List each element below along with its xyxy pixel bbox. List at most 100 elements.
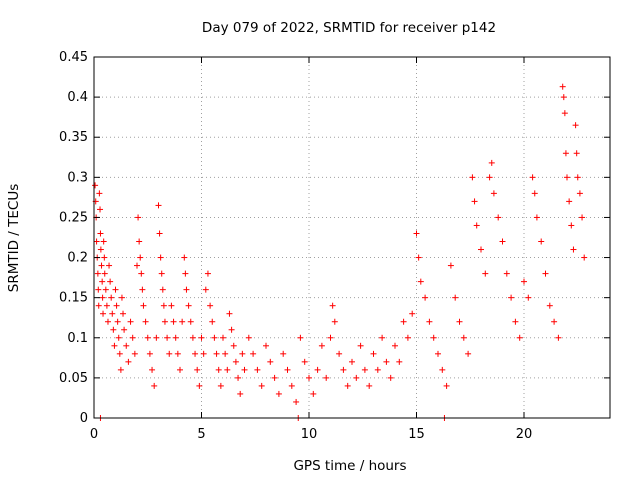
data-point bbox=[392, 342, 398, 349]
data-point bbox=[546, 302, 553, 309]
data-point bbox=[109, 310, 116, 317]
data-point bbox=[202, 286, 209, 293]
y-tick-label: 0.2 bbox=[67, 251, 88, 266]
data-point bbox=[473, 222, 480, 229]
data-point bbox=[310, 390, 317, 397]
data-point bbox=[495, 214, 502, 221]
data-point bbox=[179, 318, 186, 325]
data-point bbox=[490, 190, 497, 197]
data-point bbox=[168, 302, 175, 309]
data-point bbox=[396, 358, 403, 365]
data-point bbox=[95, 302, 102, 309]
data-point bbox=[92, 182, 99, 189]
data-point bbox=[151, 382, 158, 389]
data-point bbox=[228, 326, 235, 333]
data-point bbox=[107, 278, 114, 285]
data-point bbox=[101, 254, 108, 261]
data-point bbox=[329, 302, 336, 309]
data-point bbox=[115, 334, 122, 341]
data-point bbox=[471, 198, 478, 205]
data-point bbox=[573, 150, 580, 157]
y-tick-label: 0 bbox=[80, 411, 88, 426]
data-point bbox=[488, 159, 495, 166]
data-point bbox=[570, 246, 577, 253]
data-point bbox=[157, 254, 164, 261]
data-point bbox=[533, 214, 540, 221]
data-point bbox=[503, 270, 510, 277]
data-point bbox=[224, 366, 231, 373]
data-point bbox=[241, 366, 248, 373]
data-point bbox=[95, 286, 102, 293]
x-tick-label: 20 bbox=[516, 427, 533, 442]
data-point bbox=[134, 262, 140, 269]
data-point bbox=[538, 238, 545, 245]
data-point bbox=[327, 334, 334, 341]
data-point bbox=[486, 174, 493, 181]
data-point bbox=[318, 342, 325, 349]
x-tick-label: 5 bbox=[197, 427, 205, 442]
data-point bbox=[561, 110, 568, 117]
data-point bbox=[254, 366, 261, 373]
y-tick-label: 0.25 bbox=[59, 210, 88, 225]
x-tick-labels: 0 5 10 15 20 bbox=[90, 427, 532, 442]
data-point bbox=[443, 382, 450, 389]
data-point bbox=[340, 366, 347, 373]
data-point bbox=[111, 342, 118, 349]
data-point bbox=[456, 318, 463, 325]
data-point bbox=[568, 222, 575, 229]
data-point bbox=[576, 190, 583, 197]
data-point bbox=[220, 334, 226, 341]
data-point bbox=[146, 350, 153, 357]
data-point bbox=[521, 278, 527, 285]
data-point bbox=[125, 358, 132, 365]
data-point bbox=[177, 366, 183, 373]
data-point bbox=[120, 310, 127, 317]
data-point bbox=[551, 318, 558, 325]
data-point bbox=[100, 238, 107, 245]
data-point bbox=[161, 318, 168, 325]
y-tick-labels: 0 0.05 0.1 0.15 0.2 0.25 0.3 0.35 0.4 0.45 bbox=[59, 50, 88, 426]
data-point bbox=[353, 374, 360, 381]
data-point bbox=[239, 350, 246, 357]
y-tick-label: 0.45 bbox=[59, 50, 88, 65]
data-point bbox=[182, 270, 189, 277]
data-point bbox=[121, 326, 128, 333]
data-point bbox=[344, 382, 351, 389]
data-point bbox=[508, 294, 515, 301]
data-point bbox=[102, 286, 109, 293]
data-point bbox=[209, 318, 216, 325]
data-point bbox=[280, 350, 287, 357]
data-point bbox=[117, 366, 124, 373]
data-point bbox=[181, 254, 188, 261]
data-point bbox=[136, 238, 143, 245]
data-point bbox=[336, 350, 343, 357]
data-point bbox=[204, 270, 211, 277]
data-point bbox=[263, 342, 269, 349]
y-axis-title: SRMTID / TECUs bbox=[6, 184, 22, 292]
data-point bbox=[230, 342, 237, 349]
data-point bbox=[123, 342, 130, 349]
y-tick-label: 0.3 bbox=[67, 170, 88, 185]
data-point bbox=[155, 202, 162, 209]
data-point bbox=[271, 374, 278, 381]
axis-ticks bbox=[93, 56, 610, 419]
data-point bbox=[200, 350, 207, 357]
data-point bbox=[235, 374, 242, 381]
data-point bbox=[379, 334, 386, 341]
data-point bbox=[164, 334, 171, 341]
data-point bbox=[512, 318, 519, 325]
data-point bbox=[331, 318, 338, 325]
data-point bbox=[370, 350, 377, 357]
data-point bbox=[113, 302, 120, 309]
data-point bbox=[560, 94, 567, 101]
data-point bbox=[194, 366, 201, 373]
data-point bbox=[156, 230, 163, 237]
data-point bbox=[415, 254, 422, 261]
data-point bbox=[98, 262, 105, 269]
data-points bbox=[92, 83, 588, 421]
data-point bbox=[207, 302, 214, 309]
data-point bbox=[99, 294, 106, 301]
data-point bbox=[361, 366, 368, 373]
data-point bbox=[112, 286, 119, 293]
